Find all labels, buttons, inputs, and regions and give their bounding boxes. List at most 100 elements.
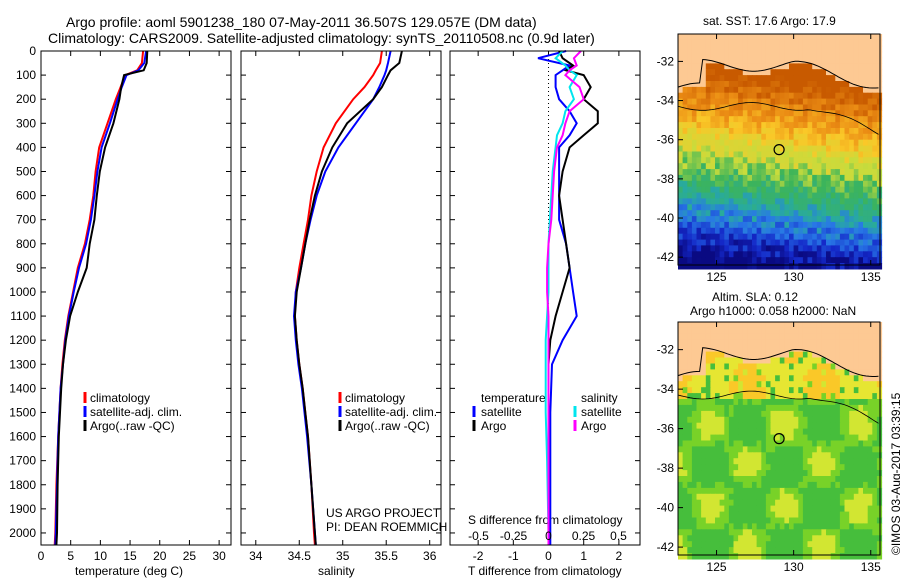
map-cell [701, 139, 707, 147]
map-cell [812, 404, 818, 412]
map-cell [793, 481, 799, 489]
map-cell [719, 464, 725, 471]
map-cell [807, 464, 813, 471]
map-cell [687, 198, 693, 205]
map-cell [705, 128, 711, 135]
map-cell [747, 458, 753, 465]
map-cell [747, 198, 753, 205]
map-cell [821, 251, 827, 258]
map-cell [691, 369, 698, 376]
map-cell [682, 98, 688, 106]
map-cell [775, 116, 781, 123]
map-cell [728, 92, 735, 100]
map-cell [775, 92, 781, 100]
map-cell [687, 216, 693, 223]
map-cell [835, 180, 841, 188]
map-cell [747, 180, 753, 188]
map-cell [802, 174, 809, 182]
map-cell [807, 541, 813, 548]
map-cell [747, 210, 753, 217]
map-cell [807, 428, 813, 436]
map-cell [821, 470, 827, 477]
map-cell [761, 186, 767, 194]
map-cell [812, 110, 818, 117]
map-cell [789, 464, 795, 471]
diff-legend-s-sat: satellite [581, 405, 622, 419]
map-cell [802, 233, 809, 241]
map-cell [830, 410, 836, 418]
map-cell [756, 339, 762, 347]
map-cell [678, 157, 684, 164]
map-cell [733, 239, 739, 247]
map-cell [789, 204, 795, 211]
map-cell [687, 410, 693, 418]
map-cell [733, 86, 739, 94]
map-cell [816, 493, 822, 501]
map-cell [715, 499, 721, 507]
map-cell [742, 45, 748, 53]
map-cell [682, 239, 688, 247]
map-cell [678, 499, 684, 507]
map-cell [682, 75, 688, 82]
map-cell [858, 157, 864, 164]
map-cell [802, 369, 809, 376]
map-cell [779, 104, 785, 111]
map-cell [719, 547, 725, 554]
map-cell [844, 221, 850, 229]
map-cell [701, 381, 707, 388]
map-cell [747, 553, 753, 560]
map-cell [742, 428, 748, 436]
map-cell [761, 157, 767, 164]
map-cell [793, 186, 799, 194]
map-cell [691, 404, 698, 412]
map-cell [682, 227, 688, 235]
map-cell [789, 458, 795, 465]
map-cell [802, 333, 809, 341]
map-cell [779, 375, 785, 382]
map-cell [738, 381, 744, 388]
map-cell [863, 221, 869, 229]
map-cell [863, 523, 869, 530]
map-cell [784, 233, 790, 241]
map-cell [705, 547, 711, 554]
map-cell [775, 245, 781, 252]
map-cell [839, 553, 846, 560]
map-cell [872, 499, 878, 507]
map-cell [779, 470, 785, 477]
map-cell [719, 81, 725, 88]
map-cell [784, 221, 790, 229]
map-cell [835, 210, 841, 217]
map-cell [682, 327, 688, 335]
map-cell [687, 422, 693, 430]
map-cell [691, 493, 698, 501]
map-cell [872, 381, 878, 388]
map-cell [765, 198, 772, 205]
map-cell [826, 339, 832, 347]
map-cell [691, 263, 698, 270]
map-cell [696, 434, 702, 442]
map-cell [747, 34, 753, 41]
map-cell [835, 381, 841, 388]
map-cell [715, 393, 721, 400]
map-cell [784, 535, 790, 542]
map-cell [770, 416, 776, 424]
map-cell [830, 387, 836, 394]
map-cell [844, 517, 850, 524]
map-cell [765, 458, 772, 465]
map-cell [756, 139, 762, 147]
map-cell [756, 410, 762, 418]
map-cell [691, 239, 698, 247]
map-cell [691, 227, 698, 235]
map-cell [867, 553, 873, 560]
map-cell [872, 221, 878, 229]
map-cell [779, 157, 785, 164]
map-cell [821, 440, 827, 447]
map-cell [733, 151, 739, 158]
map-cell [835, 416, 841, 424]
map-cell [724, 505, 730, 513]
map-cell [872, 523, 878, 530]
map-cell [724, 227, 730, 235]
map-cell [775, 192, 781, 200]
map-cell [701, 327, 707, 335]
